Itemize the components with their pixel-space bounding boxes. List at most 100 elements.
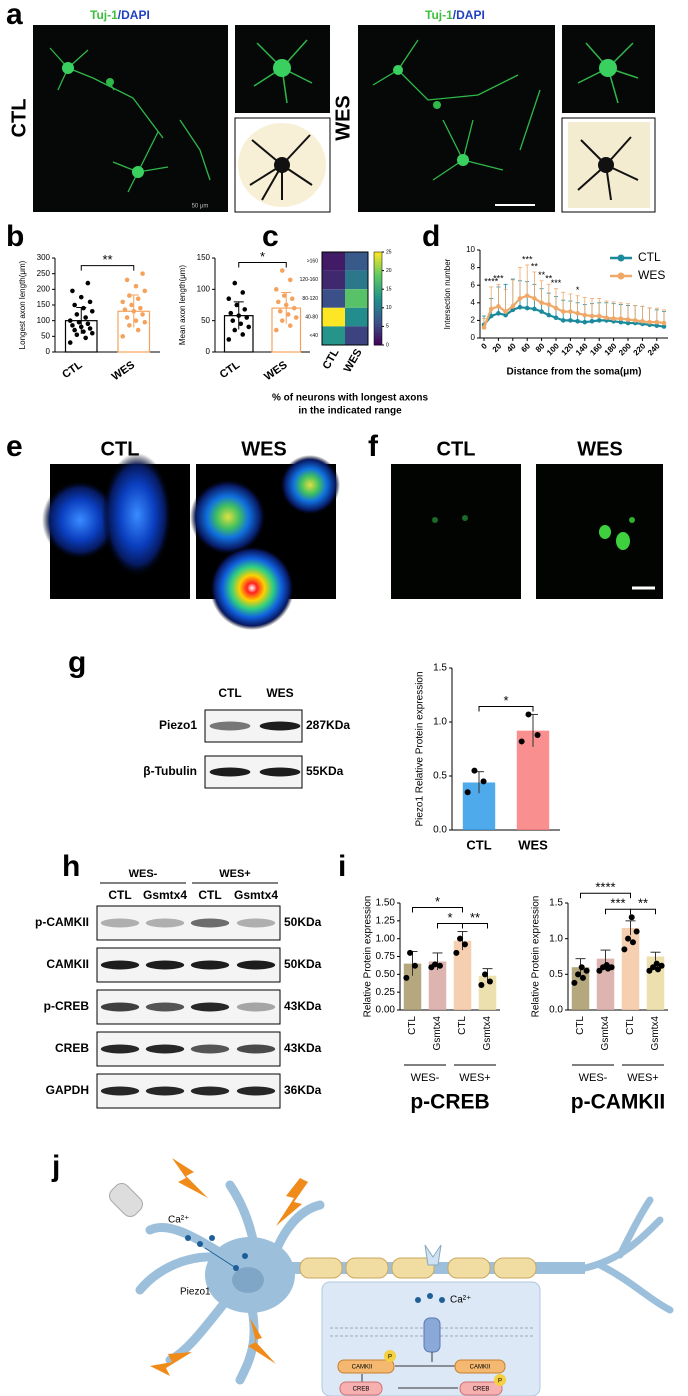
significance-label: ** (470, 910, 480, 925)
legend-marker (617, 272, 625, 280)
nucleus (232, 1267, 264, 1293)
stain-green: Tuj-1 (425, 8, 453, 22)
data-point (436, 962, 443, 969)
cell-body (273, 59, 291, 77)
lane-label: CTL (218, 686, 241, 700)
data-point (232, 327, 238, 333)
legend-label: WES (638, 268, 665, 282)
data-point (596, 967, 603, 974)
data-point (625, 935, 632, 942)
blot-band (100, 1002, 140, 1012)
data-point (461, 941, 468, 948)
panel-letter: b (6, 220, 24, 253)
annotation: **** (484, 276, 499, 286)
neuron-drawing (577, 42, 639, 104)
y-tick-label: 0 (471, 333, 476, 342)
x-tick-label: 80 (534, 341, 547, 354)
group-label: WES- (129, 868, 158, 880)
blot-band (190, 1086, 230, 1096)
group-label: WES+ (459, 1072, 490, 1084)
data-point (83, 315, 88, 320)
annotation: *** (493, 274, 504, 284)
data-point (87, 326, 93, 331)
heat-cell (322, 270, 345, 290)
data-point (133, 318, 139, 323)
data-point (471, 767, 478, 774)
x-tick-label: 160 (588, 341, 604, 357)
data-point (579, 974, 586, 981)
x-axis-label: Distance from the soma(μm) (506, 367, 641, 378)
data-point (85, 321, 91, 327)
colorbar-step (374, 298, 382, 303)
colorbar-step (374, 304, 382, 309)
data-point (120, 334, 126, 339)
data-point (582, 312, 588, 318)
data-point (517, 296, 523, 301)
colorbar-step (374, 276, 382, 281)
x-tick-label: 60 (519, 341, 532, 354)
blot-band (190, 918, 230, 928)
size-label: 36KDa (284, 1083, 322, 1097)
colorbar-step (374, 292, 382, 296)
data-point (661, 320, 667, 326)
row-label: GAPDH (46, 1083, 89, 1097)
data-point (85, 280, 91, 286)
data-point (283, 302, 289, 308)
data-point (583, 967, 590, 974)
bar (453, 940, 472, 1010)
stain-blue: /DAPI (453, 8, 485, 22)
fluor-spot (432, 517, 438, 523)
data-point (524, 305, 530, 311)
y-tick-label: 0 (206, 347, 211, 356)
lane-label: CTL (108, 888, 131, 902)
blot-band (236, 1044, 276, 1054)
y-tick-label: 150 (37, 300, 51, 309)
data-point (273, 287, 279, 292)
row-label: CREB (55, 1041, 89, 1055)
y-tick-label: 100 (37, 316, 51, 325)
protein (337, 1359, 395, 1374)
data-point (131, 308, 137, 314)
y-axis-label: Relative Protein expression (363, 896, 374, 1018)
colorbar-step (374, 261, 382, 265)
label: CREB (473, 1387, 490, 1393)
blot-band (100, 960, 140, 970)
x-tick-label: CTL (407, 1016, 418, 1035)
x-tick-label: 180 (603, 341, 619, 357)
arrow (204, 1247, 237, 1269)
bar (403, 963, 422, 1010)
data-point (226, 296, 232, 302)
size-label: 43KDa (284, 999, 322, 1013)
colorbar-step (374, 301, 382, 306)
data-point (287, 323, 293, 328)
data-point (236, 313, 242, 318)
annotation: ** (531, 261, 539, 271)
colorbar-step (374, 329, 382, 334)
row-label: 120-160 (300, 277, 319, 283)
data-point (647, 319, 652, 325)
y-tick-label: 1.50 (376, 898, 396, 909)
data-point (618, 316, 624, 321)
colorbar-step (374, 326, 382, 330)
data-point (539, 309, 544, 314)
data-point (560, 318, 566, 323)
group-label: WES (241, 438, 287, 460)
x-tick-label: Gsmtx4 (432, 1016, 443, 1051)
label: Piezo1 (180, 1287, 211, 1298)
y-tick-label: 50 (41, 331, 50, 340)
significance-bracket (80, 265, 135, 271)
data-point (140, 271, 145, 276)
data-point (654, 966, 661, 973)
group-label: WES+ (219, 868, 250, 880)
row-label: CAMKII (46, 957, 89, 971)
data-point (407, 949, 414, 956)
y-tick-label: 0.5 (433, 771, 447, 782)
data-point (611, 316, 616, 321)
data-point (232, 280, 238, 286)
row-label: β-Tubulin (143, 764, 197, 778)
row-label: 40-80 (305, 314, 318, 320)
x-tick-label: 140 (574, 341, 590, 357)
data-point (244, 315, 250, 320)
heat-cell (345, 270, 368, 290)
